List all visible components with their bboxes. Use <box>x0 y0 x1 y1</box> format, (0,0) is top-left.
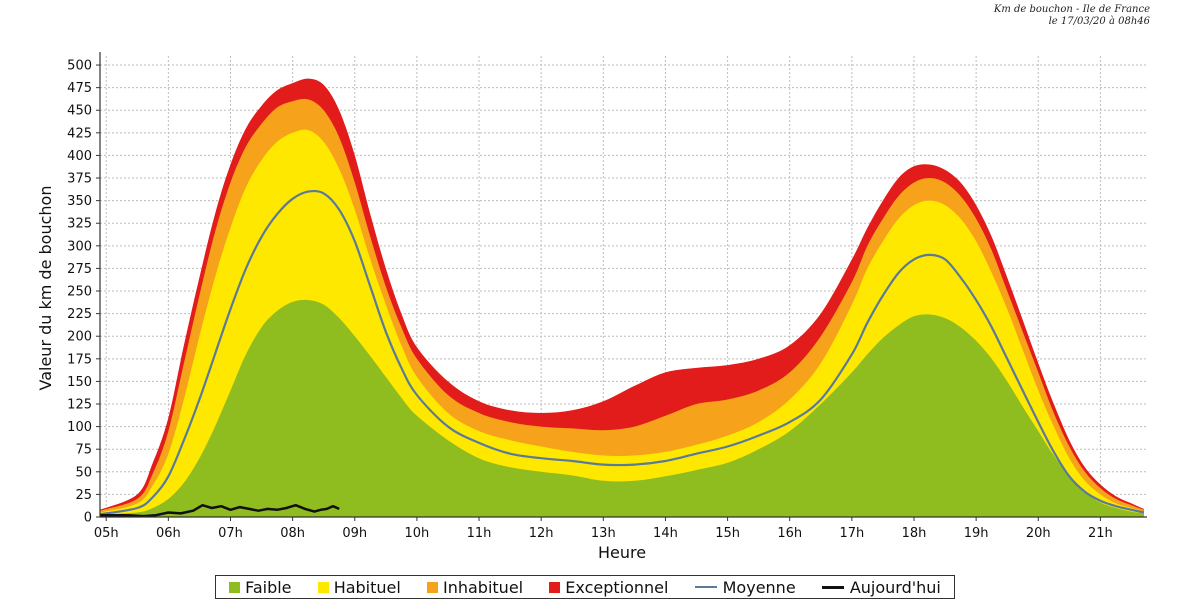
legend-label-inhabituel: Inhabituel <box>443 577 524 597</box>
x-tick-label: 19h <box>964 526 989 541</box>
y-tick-label: 100 <box>67 420 92 435</box>
faible-swatch-icon <box>229 581 241 593</box>
legend-label-moyenne: Moyenne <box>722 577 796 597</box>
y-tick-label: 475 <box>67 81 92 96</box>
aujourdhui-line-icon <box>821 585 844 589</box>
x-tick-label: 09h <box>342 526 367 541</box>
x-tick-label: 21h <box>1088 526 1113 541</box>
x-tick-label: 16h <box>777 526 802 541</box>
legend-item-inhabituel: Inhabituel <box>427 578 523 597</box>
y-tick-label: 425 <box>67 126 92 141</box>
x-tick-label: 13h <box>591 526 616 541</box>
moyenne-line <box>99 189 1145 516</box>
y-tick-label: 250 <box>67 285 92 300</box>
chart-legend: Faible Habituel Inhabituel Exceptionnel … <box>215 575 955 599</box>
moyenne-line-icon <box>694 586 717 588</box>
habituel-swatch-icon <box>317 581 329 593</box>
chart-date: le 17/03/20 à 08h46 <box>1048 16 1150 27</box>
x-tick-label: 08h <box>280 526 305 541</box>
x-tick-label: 11h <box>467 526 492 541</box>
x-tick-label: 05h <box>94 526 119 541</box>
legend-item-faible: Faible <box>229 577 292 597</box>
inhabituel-swatch-icon <box>427 581 438 593</box>
x-tick-label: 06h <box>156 526 181 541</box>
legend-item-habituel: Habituel <box>317 577 401 597</box>
x-axis-label: Heure <box>598 543 646 562</box>
x-tick-label: 10h <box>405 526 430 541</box>
x-tick-label: 20h <box>1026 526 1051 541</box>
legend-label-exceptionnel: Exceptionnel <box>565 577 669 597</box>
legend-item-moyenne: Moyenne <box>694 577 796 597</box>
x-tick-label: 18h <box>902 526 927 541</box>
y-tick-label: 275 <box>67 262 92 277</box>
area-faible <box>100 299 1144 517</box>
y-tick-label: 150 <box>67 375 92 390</box>
legend-item-aujourdhui: Aujourd'hui <box>821 577 941 597</box>
y-tick-label: 225 <box>67 307 92 322</box>
x-tick-label: 14h <box>653 526 678 541</box>
y-tick-label: 50 <box>75 465 92 480</box>
y-tick-label: 175 <box>67 352 92 367</box>
chart-timestamp: Km de bouchon - Ile de France le 17/03/2… <box>994 4 1150 28</box>
exceptionnel-swatch-icon <box>549 581 561 593</box>
y-tick-label: 75 <box>75 443 92 458</box>
legend-item-exceptionnel: Exceptionnel <box>549 578 668 597</box>
y-tick-label: 0 <box>84 511 92 526</box>
chart-source-title: Km de bouchon - Ile de France <box>993 4 1150 15</box>
aujourdhui-line <box>100 503 340 518</box>
y-axis-label: Valeur du km de bouchon <box>36 186 55 391</box>
legend-label-habituel: Habituel <box>333 577 401 597</box>
x-tick-label: 07h <box>218 526 243 541</box>
y-tick-label: 500 <box>67 59 92 74</box>
y-tick-label: 450 <box>67 104 92 119</box>
x-tick-label: 17h <box>839 526 864 541</box>
legend-label-aujourdhui: Aujourd'hui <box>849 577 941 597</box>
y-tick-label: 400 <box>67 149 92 164</box>
y-tick-label: 375 <box>67 172 92 187</box>
y-tick-label: 125 <box>67 398 92 413</box>
x-tick-label: 12h <box>529 526 554 541</box>
traffic-jam-chart: 0 25 50 75 100 125 150 175 200 225 250 275 300 325 350… <box>36 52 1147 562</box>
y-tick-label: 325 <box>67 217 92 232</box>
legend-label-faible: Faible <box>245 577 292 597</box>
y-tick-label: 350 <box>67 194 92 209</box>
x-tick-label: 15h <box>715 526 740 541</box>
y-tick-label: 25 <box>75 488 92 503</box>
y-tick-label: 200 <box>67 330 92 345</box>
y-tick-label: 300 <box>67 239 92 254</box>
